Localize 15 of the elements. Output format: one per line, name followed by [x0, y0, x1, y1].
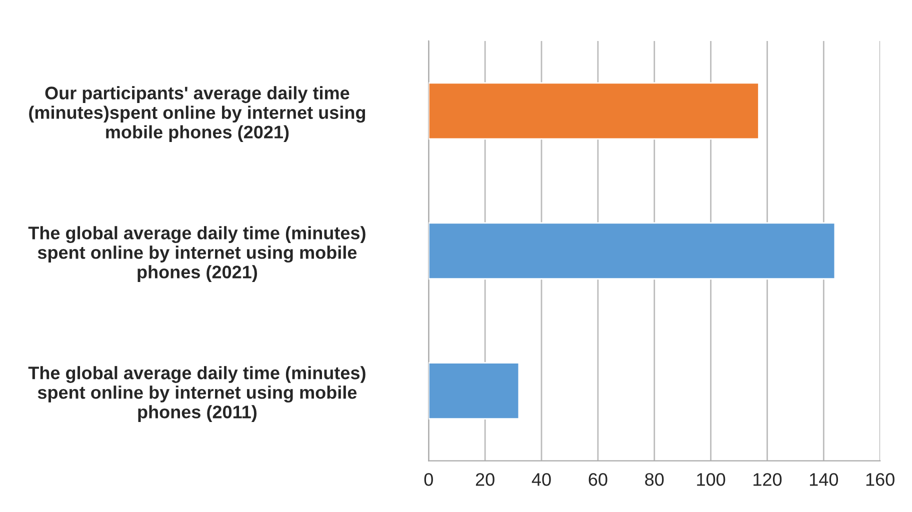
x-tick-label: 40 — [532, 473, 551, 486]
y-tick-label: The global average daily time (minutes) spent online by internet using mobile phones (2021) — [28, 226, 366, 282]
bar — [428, 82, 760, 140]
bar — [428, 362, 520, 420]
y-tick-label: Our participants' average daily time (minutes)spent online by internet using mobile phones (2021) — [29, 86, 366, 142]
x-tick-label: 140 — [810, 473, 838, 486]
x-tick-label: 60 — [588, 473, 608, 486]
y-tick-label: The global average daily time (minutes) spent online by internet using mobile phones (2011) — [28, 366, 366, 422]
x-tick-label: 80 — [645, 473, 664, 486]
x-tick-label: 120 — [754, 473, 782, 486]
x-tick-label: 0 — [424, 473, 433, 486]
x-tick-label: 100 — [697, 473, 726, 486]
x-tick-label: 20 — [476, 473, 494, 486]
bar — [428, 222, 836, 280]
x-tick-label: 160 — [866, 473, 894, 486]
